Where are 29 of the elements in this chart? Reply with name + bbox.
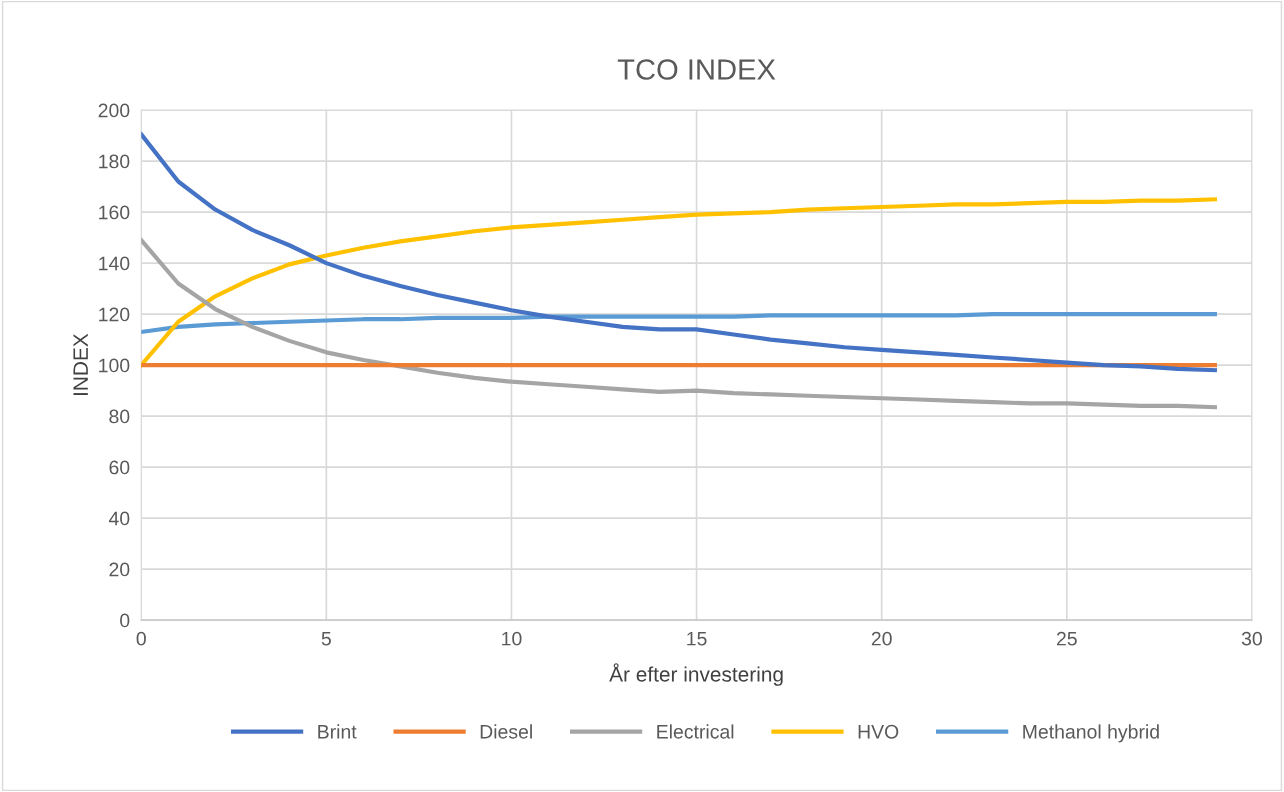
x-tick-label: 20 [871,631,892,646]
x-tick-label: 15 [687,631,707,646]
y-tick-label: 100 [99,358,130,373]
y-axis-title: INDEX [73,333,88,396]
chart-title: TCO INDEX [617,59,776,80]
legend-label: Methanol hybrid [1023,724,1159,743]
line-series [141,312,1217,335]
legend-label: Electrical [657,724,734,739]
y-tick-label: 60 [109,460,130,475]
y-tick-label: 0 [120,613,130,628]
y-tick-label: 40 [108,511,130,526]
legend-label: Diesel [480,724,532,739]
legend-label: Brint [318,724,357,739]
x-tick-label: 25 [1056,631,1077,646]
y-tick-label: 200 [98,103,130,118]
x-tick-label: 30 [1241,631,1262,646]
y-tick-label: 80 [109,409,130,424]
x-tick-label: 10 [502,631,522,646]
y-tick-label: 180 [99,154,130,169]
y-tick-label: 140 [99,256,130,271]
line-series [141,132,1217,373]
x-tick-label: 0 [136,631,146,646]
x-axis-title: År efter investering [609,663,783,686]
x-tick-label: 5 [321,631,331,646]
legend-label: HVO [858,724,899,739]
y-tick-label: 120 [99,307,130,322]
line-series [141,238,1217,410]
y-tick-label: 20 [109,562,130,577]
y-tick-label: 160 [99,205,130,220]
